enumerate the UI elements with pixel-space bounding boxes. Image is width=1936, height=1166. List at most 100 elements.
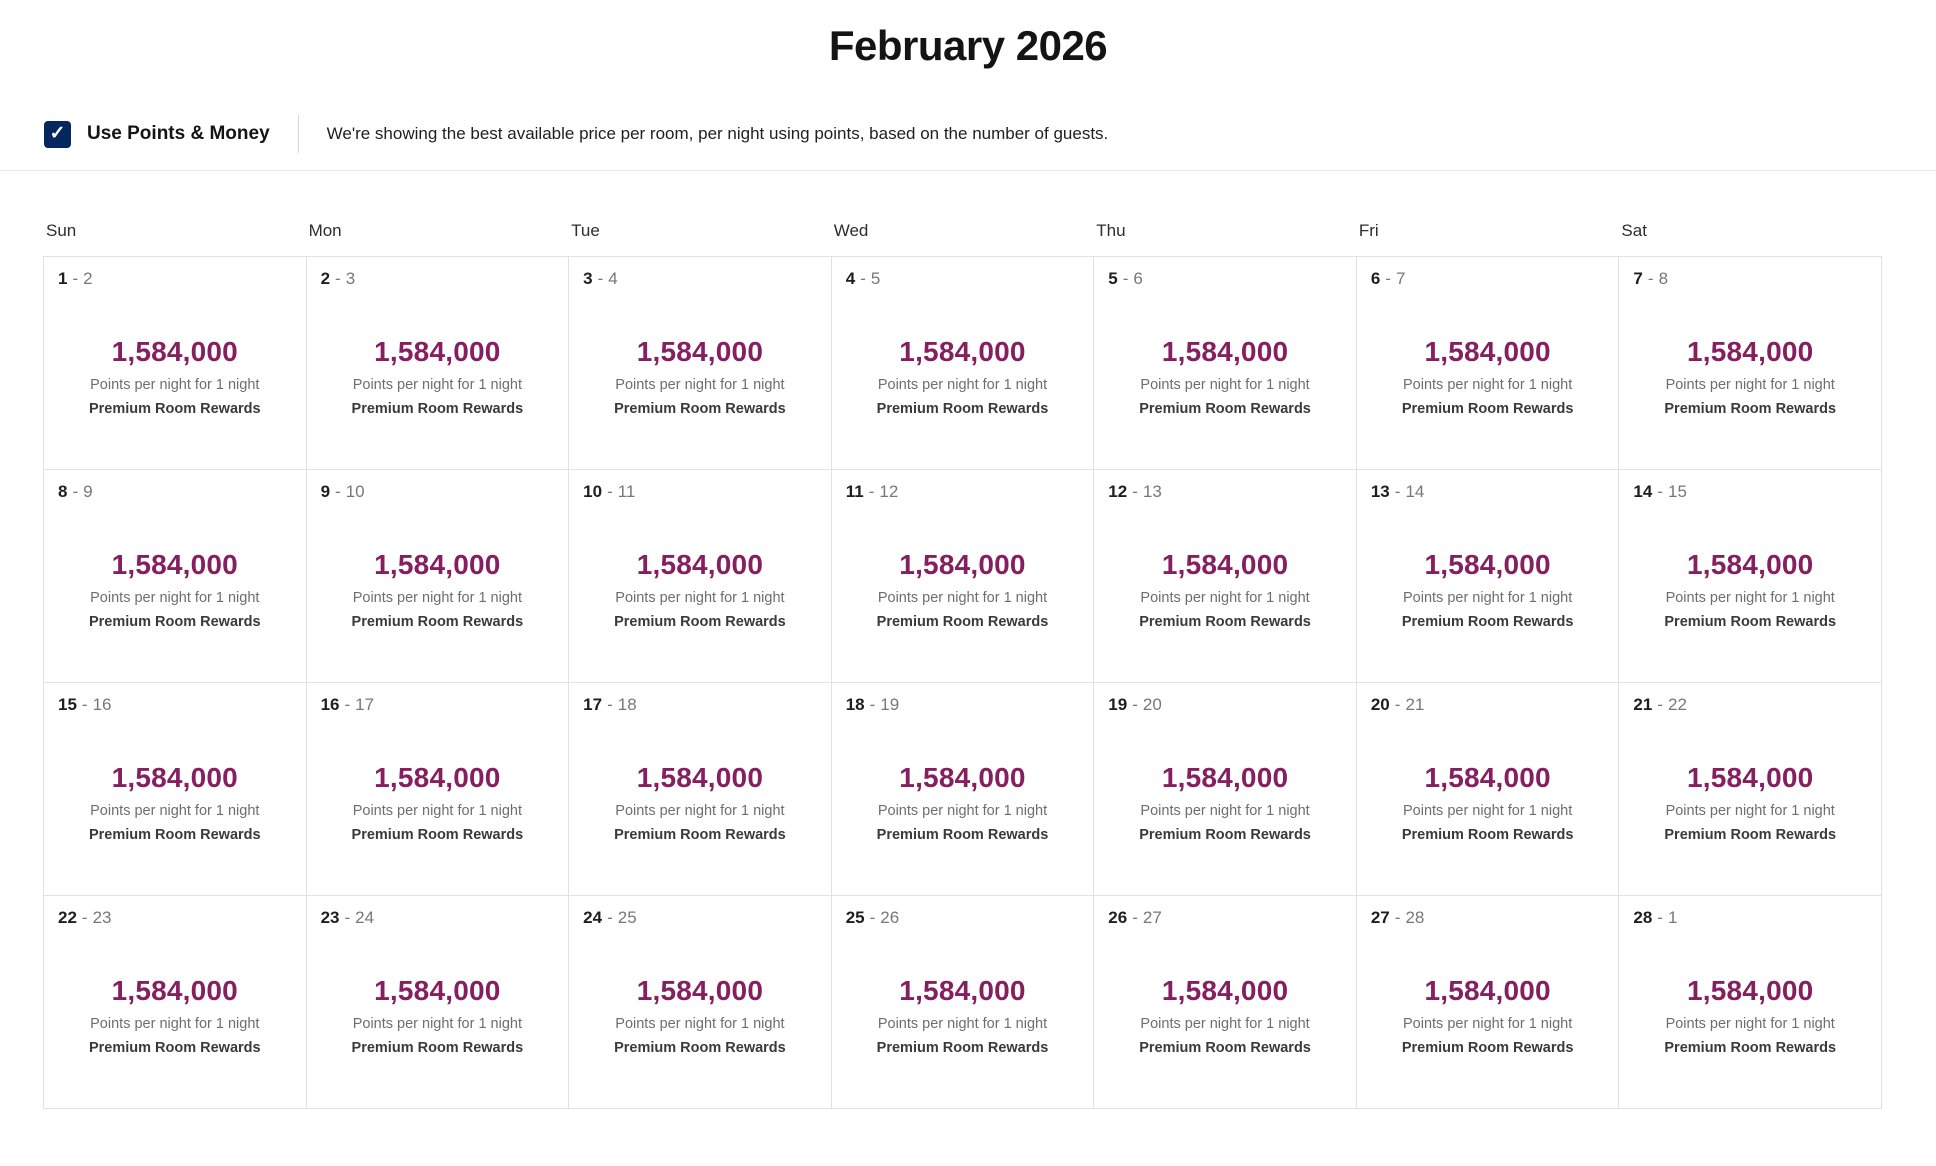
- points-price: 1,584,000: [1687, 549, 1814, 581]
- calendar-day-cell[interactable]: 17-18 1,584,000 Points per night for 1 n…: [568, 682, 831, 896]
- date-range: 20-21: [1371, 695, 1605, 715]
- points-caption: Points per night for 1 night: [877, 377, 1048, 394]
- calendar-day-cell[interactable]: 14-15 1,584,000 Points per night for 1 n…: [1618, 469, 1881, 683]
- points-caption: Points per night for 1 night: [90, 803, 260, 820]
- date-separator: -: [344, 908, 351, 928]
- price-block: 1,584,000 Points per night for 1 night P…: [1108, 761, 1342, 844]
- date-end: 17: [355, 695, 375, 715]
- calendar-day-cell[interactable]: 12-13 1,584,000 Points per night for 1 n…: [1093, 469, 1356, 683]
- date-separator: -: [1657, 482, 1664, 502]
- date-separator: -: [1647, 269, 1654, 289]
- calendar-day-cell[interactable]: 8-9 1,584,000 Points per night for 1 nig…: [43, 469, 306, 683]
- points-caption: Points per night for 1 night: [877, 590, 1048, 607]
- date-end: 9: [83, 482, 93, 502]
- calendar-day-cell[interactable]: 19-20 1,584,000 Points per night for 1 n…: [1093, 682, 1356, 896]
- calendar-day-cell[interactable]: 11-12 1,584,000 Points per night for 1 n…: [830, 469, 1094, 683]
- date-end: 15: [1668, 482, 1687, 502]
- reward-label: Premium Room Rewards: [1139, 827, 1311, 844]
- calendar-day-cell[interactable]: 1-2 1,584,000 Points per night for 1 nig…: [43, 256, 306, 470]
- calendar-day-cell[interactable]: 10-11 1,584,000 Points per night for 1 n…: [568, 469, 831, 683]
- date-start: 11: [845, 482, 864, 502]
- calendar-day-cell[interactable]: 6-7 1,584,000 Points per night for 1 nig…: [1355, 256, 1619, 470]
- date-separator: -: [72, 482, 79, 502]
- calendar-day-cell[interactable]: 26-27 1,584,000 Points per night for 1 n…: [1093, 895, 1356, 1109]
- date-separator: -: [607, 482, 613, 502]
- calendar-day-cell[interactable]: 9-10 1,584,000 Points per night for 1 ni…: [305, 469, 569, 683]
- reward-label: Premium Room Rewards: [1664, 1040, 1837, 1057]
- use-points-checkbox[interactable]: ✓: [44, 120, 71, 148]
- date-start: 13: [1370, 482, 1390, 502]
- points-price: 1,584,000: [1424, 975, 1551, 1007]
- pricing-description: We're showing the best available price p…: [326, 124, 1109, 144]
- date-start: 10: [583, 482, 603, 502]
- price-block: 1,584,000 Points per night for 1 night P…: [1633, 761, 1867, 844]
- points-price: 1,584,000: [111, 336, 238, 368]
- reward-label: Premium Room Rewards: [876, 1040, 1049, 1057]
- date-end: 26: [880, 908, 900, 928]
- date-range: 28-1: [1633, 908, 1867, 928]
- date-end: 1: [1668, 908, 1678, 928]
- calendar-day-cell[interactable]: 25-26 1,584,000 Points per night for 1 n…: [830, 895, 1094, 1109]
- calendar-day-cell[interactable]: 15-16 1,584,000 Points per night for 1 n…: [43, 682, 306, 896]
- price-block: 1,584,000 Points per night for 1 night P…: [58, 335, 292, 418]
- calendar-day-cell[interactable]: 23-24 1,584,000 Points per night for 1 n…: [305, 895, 569, 1109]
- points-caption: Points per night for 1 night: [90, 377, 260, 394]
- date-range: 19-20: [1108, 695, 1342, 715]
- date-separator: -: [335, 269, 341, 289]
- reward-label: Premium Room Rewards: [351, 1040, 524, 1057]
- section-divider: [0, 170, 1936, 172]
- date-start: 23: [320, 908, 340, 928]
- date-separator: -: [607, 695, 613, 715]
- date-range: 24-25: [583, 908, 817, 928]
- date-start: 12: [1108, 482, 1128, 502]
- calendar-day-cell[interactable]: 7-8 1,584,000 Points per night for 1 nig…: [1618, 256, 1881, 470]
- calendar-day-cell[interactable]: 16-17 1,584,000 Points per night for 1 n…: [305, 682, 569, 896]
- calendar-day-cell[interactable]: 13-14 1,584,000 Points per night for 1 n…: [1355, 469, 1619, 683]
- price-block: 1,584,000 Points per night for 1 night P…: [1108, 548, 1342, 631]
- date-end: 3: [345, 269, 356, 289]
- price-block: 1,584,000 Points per night for 1 night P…: [321, 761, 555, 844]
- date-range: 21-22: [1633, 695, 1867, 715]
- reward-label: Premium Room Rewards: [88, 827, 261, 844]
- calendar-day-cell[interactable]: 20-21 1,584,000 Points per night for 1 n…: [1355, 682, 1619, 896]
- weekday-fri: Fri: [1358, 221, 1379, 241]
- points-price: 1,584,000: [636, 336, 764, 368]
- points-caption: Points per night for 1 night: [615, 377, 785, 394]
- date-range: 17-18: [583, 695, 817, 715]
- points-caption: Points per night for 1 night: [615, 803, 785, 820]
- reward-label: Premium Room Rewards: [1401, 401, 1574, 418]
- date-start: 15: [58, 695, 77, 715]
- calendar-grid: 1-2 1,584,000 Points per night for 1 nig…: [43, 256, 1882, 1110]
- weekday-tue: Tue: [571, 221, 600, 241]
- price-block: 1,584,000 Points per night for 1 night P…: [846, 335, 1080, 418]
- date-separator: -: [869, 695, 876, 715]
- weekday-wed: Wed: [833, 221, 869, 241]
- points-caption: Points per night for 1 night: [877, 803, 1048, 820]
- price-block: 1,584,000 Points per night for 1 night P…: [1371, 335, 1605, 418]
- calendar-day-cell[interactable]: 2-3 1,584,000 Points per night for 1 nig…: [305, 256, 569, 470]
- date-end: 14: [1405, 482, 1425, 502]
- date-start: 8: [58, 482, 68, 502]
- price-block: 1,584,000 Points per night for 1 night P…: [321, 548, 555, 631]
- price-block: 1,584,000 Points per night for 1 night P…: [321, 335, 555, 418]
- date-separator: -: [1394, 695, 1401, 715]
- points-caption: Points per night for 1 night: [1140, 377, 1310, 394]
- reward-label: Premium Room Rewards: [876, 827, 1049, 844]
- calendar-day-cell[interactable]: 22-23 1,584,000 Points per night for 1 n…: [43, 895, 306, 1109]
- reward-label: Premium Room Rewards: [351, 827, 524, 844]
- calendar-day-cell[interactable]: 28-1 1,584,000 Points per night for 1 ni…: [1618, 895, 1881, 1109]
- calendar-day-cell[interactable]: 18-19 1,584,000 Points per night for 1 n…: [830, 682, 1094, 896]
- reward-label: Premium Room Rewards: [1664, 827, 1837, 844]
- calendar-day-cell[interactable]: 24-25 1,584,000 Points per night for 1 n…: [568, 895, 831, 1109]
- date-end: 10: [345, 482, 365, 502]
- reward-label: Premium Room Rewards: [1139, 614, 1311, 631]
- points-price: 1,584,000: [374, 549, 501, 581]
- reward-label: Premium Room Rewards: [88, 401, 261, 418]
- date-separator: -: [607, 908, 613, 928]
- calendar-day-cell[interactable]: 4-5 1,584,000 Points per night for 1 nig…: [830, 256, 1094, 470]
- calendar-day-cell[interactable]: 5-6 1,584,000 Points per night for 1 nig…: [1093, 256, 1356, 470]
- calendar-day-cell[interactable]: 27-28 1,584,000 Points per night for 1 n…: [1355, 895, 1619, 1109]
- calendar-day-cell[interactable]: 3-4 1,584,000 Points per night for 1 nig…: [568, 256, 831, 470]
- calendar-day-cell[interactable]: 21-22 1,584,000 Points per night for 1 n…: [1618, 682, 1881, 896]
- points-price: 1,584,000: [636, 975, 764, 1007]
